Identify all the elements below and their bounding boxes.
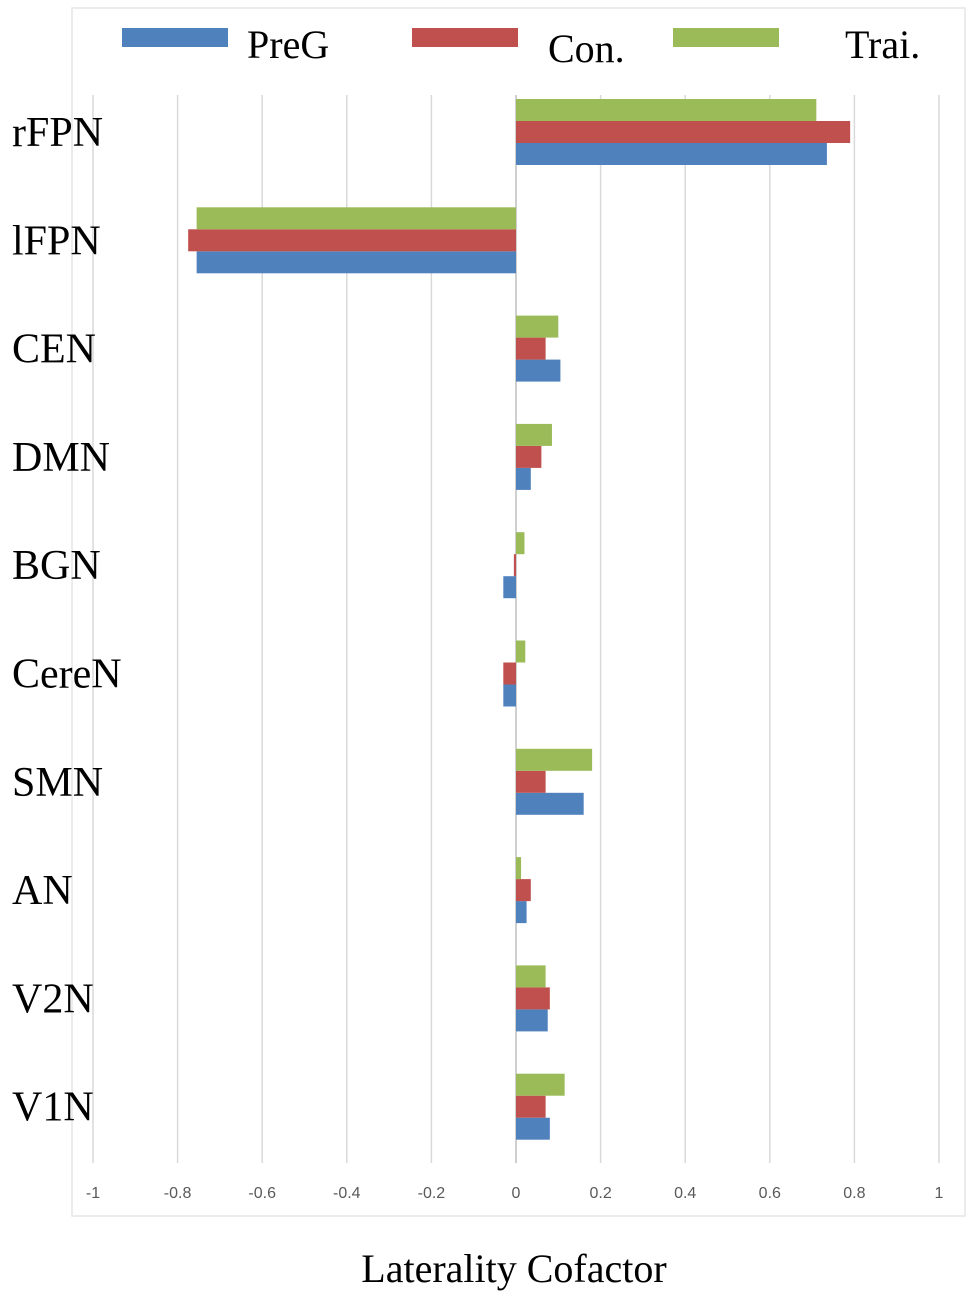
category-label: CEN [12,327,96,373]
bar-con-v1n [516,1095,546,1118]
bar-trai-rfpn [516,99,817,121]
x-tick-label: 0 [512,1185,521,1202]
legend-swatch-trai [673,28,779,47]
category-labels: rFPN lFPN CEN DMN BGN CereN SMN AN V2N V1N [12,110,122,1131]
bar-preg-bgn [503,576,516,599]
category-label: CereN [12,652,122,698]
legend: PreG Con. Trai. [122,22,920,71]
bar-preg-cen [516,359,561,382]
bar-con-ceren [503,662,516,685]
x-tick-label: -1 [86,1185,100,1202]
category-label: AN [12,868,73,914]
bar-trai-dmn [516,423,552,446]
bar-trai-v1n [516,1073,565,1096]
x-tick-labels: -1 -0.8 -0.6 -0.4 -0.2 0 0.2 0.4 0.6 0.8 1 [86,1185,944,1202]
category-label: BGN [12,543,101,589]
category-label: V1N [12,1085,94,1131]
bar-trai-lfpn [196,207,516,230]
bar-trai-ceren [516,640,526,663]
bar-preg-smn [516,792,584,815]
category-label: SMN [12,760,103,806]
x-tick-label: 0.6 [759,1185,781,1202]
bar-con-v2n [516,987,550,1010]
legend-swatch-con [412,28,518,47]
bar-trai-v2n [516,965,546,988]
bar-trai-an [516,857,522,880]
bar-trai-bgn [516,532,525,555]
bar-preg-v2n [516,1009,548,1032]
x-tick-label: 1 [935,1185,944,1202]
bar-preg-ceren [503,684,516,707]
category-label: DMN [12,435,110,481]
bar-con-cen [516,337,546,360]
x-tick-label: 0.2 [589,1185,611,1202]
x-tick-label: -0.2 [418,1185,446,1202]
x-axis-title: Laterality Cofactor [361,1246,666,1291]
legend-label-preg: PreG [247,22,329,67]
bar-trai-cen [516,315,559,338]
legend-label-con: Con. [548,26,625,71]
bars [188,99,851,1140]
bar-preg-lfpn [196,251,516,274]
bar-con-lfpn [188,229,517,252]
x-tick-label: -0.6 [248,1185,276,1202]
bar-con-rfpn [516,121,851,143]
category-label: rFPN [12,110,103,156]
x-tick-label: 0.8 [843,1185,865,1202]
category-label: V2N [12,976,94,1022]
bar-con-smn [516,770,546,793]
category-label: lFPN [12,218,101,264]
bar-preg-rfpn [516,143,827,165]
legend-label-trai: Trai. [845,22,920,67]
x-tick-label: -0.4 [333,1185,361,1202]
bar-con-an [516,879,531,902]
bar-trai-smn [516,748,593,771]
legend-swatch-preg [122,28,228,47]
bar-con-dmn [516,445,542,468]
x-tick-label: 0.4 [674,1185,696,1202]
bar-con-bgn [513,554,516,577]
bar-preg-dmn [516,467,531,490]
x-tick-label: -0.8 [164,1185,192,1202]
bar-preg-v1n [516,1117,550,1140]
plot-frame [71,7,966,1217]
bar-preg-an [516,901,527,924]
